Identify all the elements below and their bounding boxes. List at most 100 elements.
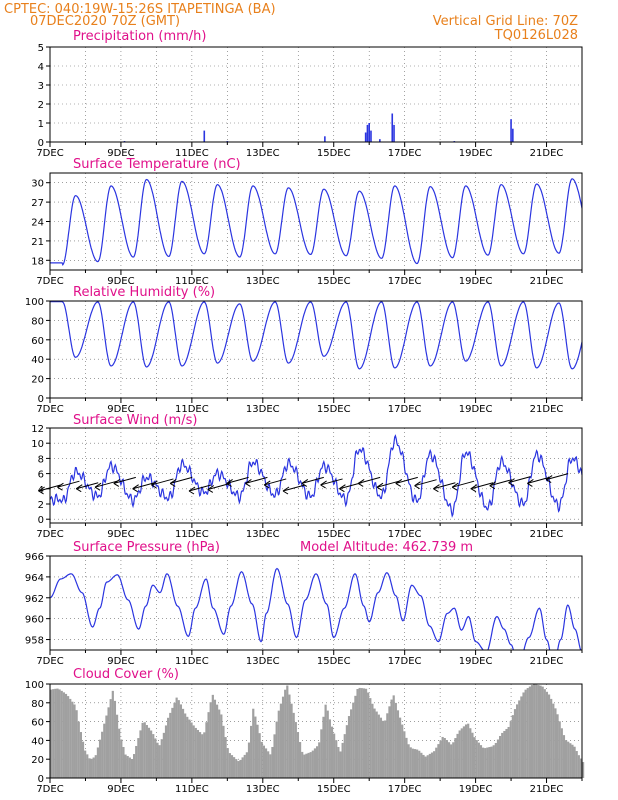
cloud-bar bbox=[258, 733, 261, 778]
cloud-bar bbox=[433, 751, 436, 778]
cloud-bar bbox=[569, 743, 572, 778]
cloud-bar bbox=[107, 707, 110, 778]
y-tick-label: 966 bbox=[25, 552, 44, 563]
cloud-bar bbox=[262, 745, 265, 778]
cloud-bar bbox=[326, 710, 329, 778]
x-tick-label: 15DEC bbox=[317, 656, 351, 667]
panel-0: 0 1 2 3 4 5 7DEC 9DEC 11DEC 13DEC 15DEC 17DEC 19DEC 2… bbox=[36, 43, 583, 159]
plot-frame bbox=[49, 172, 583, 271]
cloud-bar bbox=[254, 716, 257, 778]
y-tick-label: 80 bbox=[31, 699, 44, 710]
cloud-bar bbox=[152, 734, 155, 778]
cloud-bar bbox=[462, 726, 466, 778]
cloud-bar bbox=[203, 732, 206, 778]
cloud-bar bbox=[360, 688, 363, 778]
cloud-bar bbox=[198, 732, 202, 778]
wind-vector-head bbox=[545, 475, 553, 484]
cloud-bar bbox=[218, 709, 221, 778]
y-tick-label: 100 bbox=[25, 680, 44, 691]
cloud-bar bbox=[441, 736, 444, 778]
cloud-bar bbox=[275, 721, 278, 778]
cloud-bar bbox=[135, 745, 138, 778]
x-tick-label: 17DEC bbox=[388, 276, 422, 287]
wind-vector-shaft bbox=[170, 476, 193, 484]
cloud-bar bbox=[467, 723, 470, 778]
x-tick-label: 15DEC bbox=[317, 784, 351, 795]
precip-bar bbox=[203, 130, 206, 142]
cloud-bar bbox=[384, 720, 387, 778]
cloud-bar bbox=[364, 688, 368, 778]
cloud-bar bbox=[111, 690, 114, 778]
cloud-bar bbox=[460, 728, 463, 778]
y-tick-label: 0 bbox=[38, 774, 44, 785]
cloud-bar bbox=[56, 688, 59, 778]
wind-vector-head bbox=[489, 481, 497, 490]
x-tick-label: 17DEC bbox=[388, 404, 422, 415]
cloud-bar bbox=[184, 713, 187, 778]
cloud-bar bbox=[101, 731, 104, 778]
cloud-bar bbox=[396, 710, 400, 778]
wind-vector-shaft bbox=[527, 476, 550, 484]
wind-title: Surface Wind (m/s) bbox=[73, 413, 197, 428]
y-tick-label: 962 bbox=[25, 594, 44, 605]
header-grid-line: Vertical Grid Line: 70Z bbox=[433, 14, 578, 29]
x-tick-label: 9DEC bbox=[107, 656, 134, 667]
plot-frame bbox=[49, 46, 583, 143]
x-tick-label: 7DEC bbox=[36, 148, 63, 159]
y-tick-label: 3 bbox=[38, 81, 44, 92]
plot-frame bbox=[49, 300, 583, 399]
cloud-bar bbox=[179, 704, 183, 778]
cloud-bar bbox=[141, 722, 144, 778]
cloud-bar bbox=[50, 689, 53, 778]
cloud-bar bbox=[507, 726, 510, 778]
cloud-bar bbox=[126, 756, 129, 778]
precip-bar bbox=[364, 132, 367, 142]
cloud-bar bbox=[175, 697, 178, 778]
pressure-line bbox=[50, 567, 582, 650]
cloud-bar bbox=[473, 737, 476, 778]
cloud-bar bbox=[322, 716, 325, 778]
x-tick-label: 21DEC bbox=[530, 404, 564, 415]
x-tick-label: 9DEC bbox=[107, 148, 134, 159]
cloud-bar bbox=[156, 742, 159, 778]
cloud-bar bbox=[496, 739, 500, 778]
cloud-bar bbox=[267, 751, 270, 778]
cloud-bar bbox=[535, 684, 538, 778]
wind-vector-shaft bbox=[320, 478, 343, 486]
wind-vector-shaft bbox=[245, 476, 268, 484]
x-tick-label: 13DEC bbox=[246, 529, 280, 540]
wind-vector-shaft bbox=[358, 476, 381, 484]
header-model: TQ0126L028 bbox=[494, 28, 578, 43]
cloud-bar bbox=[345, 725, 348, 778]
x-tick-label: 11DEC bbox=[175, 656, 209, 667]
cloud-bar bbox=[350, 709, 353, 778]
cloud-bar bbox=[137, 738, 140, 778]
y-tick-label: 20 bbox=[31, 755, 44, 766]
cloud-bar bbox=[547, 694, 551, 778]
x-tick-label: 21DEC bbox=[530, 276, 564, 287]
cloud-bar bbox=[428, 753, 431, 778]
cloud-bar bbox=[333, 733, 336, 778]
wind-vector-head bbox=[245, 478, 252, 487]
cloud-bar bbox=[273, 734, 276, 778]
cloud-bar bbox=[522, 692, 525, 778]
cloud-bar bbox=[420, 752, 423, 778]
cloud-bar bbox=[443, 738, 446, 778]
x-tick-label: 13DEC bbox=[246, 656, 280, 667]
cloud-bar bbox=[192, 725, 195, 778]
x-tick-label: 11DEC bbox=[175, 529, 209, 540]
y-tick-label: 5 bbox=[38, 43, 44, 54]
cloud-bar bbox=[118, 728, 121, 778]
x-tick-label: 15DEC bbox=[317, 148, 351, 159]
cloud-bar bbox=[454, 738, 457, 778]
cloud-bar bbox=[377, 714, 380, 778]
wind-vector-head bbox=[263, 480, 271, 489]
plot-frame bbox=[49, 683, 583, 779]
cloud-bar bbox=[235, 759, 238, 778]
x-tick-label: 13DEC bbox=[246, 276, 280, 287]
y-tick-label: 964 bbox=[25, 573, 44, 584]
y-tick-label: 12 bbox=[31, 424, 44, 435]
cloud-bar bbox=[132, 754, 136, 778]
cloud-bar bbox=[124, 754, 127, 778]
